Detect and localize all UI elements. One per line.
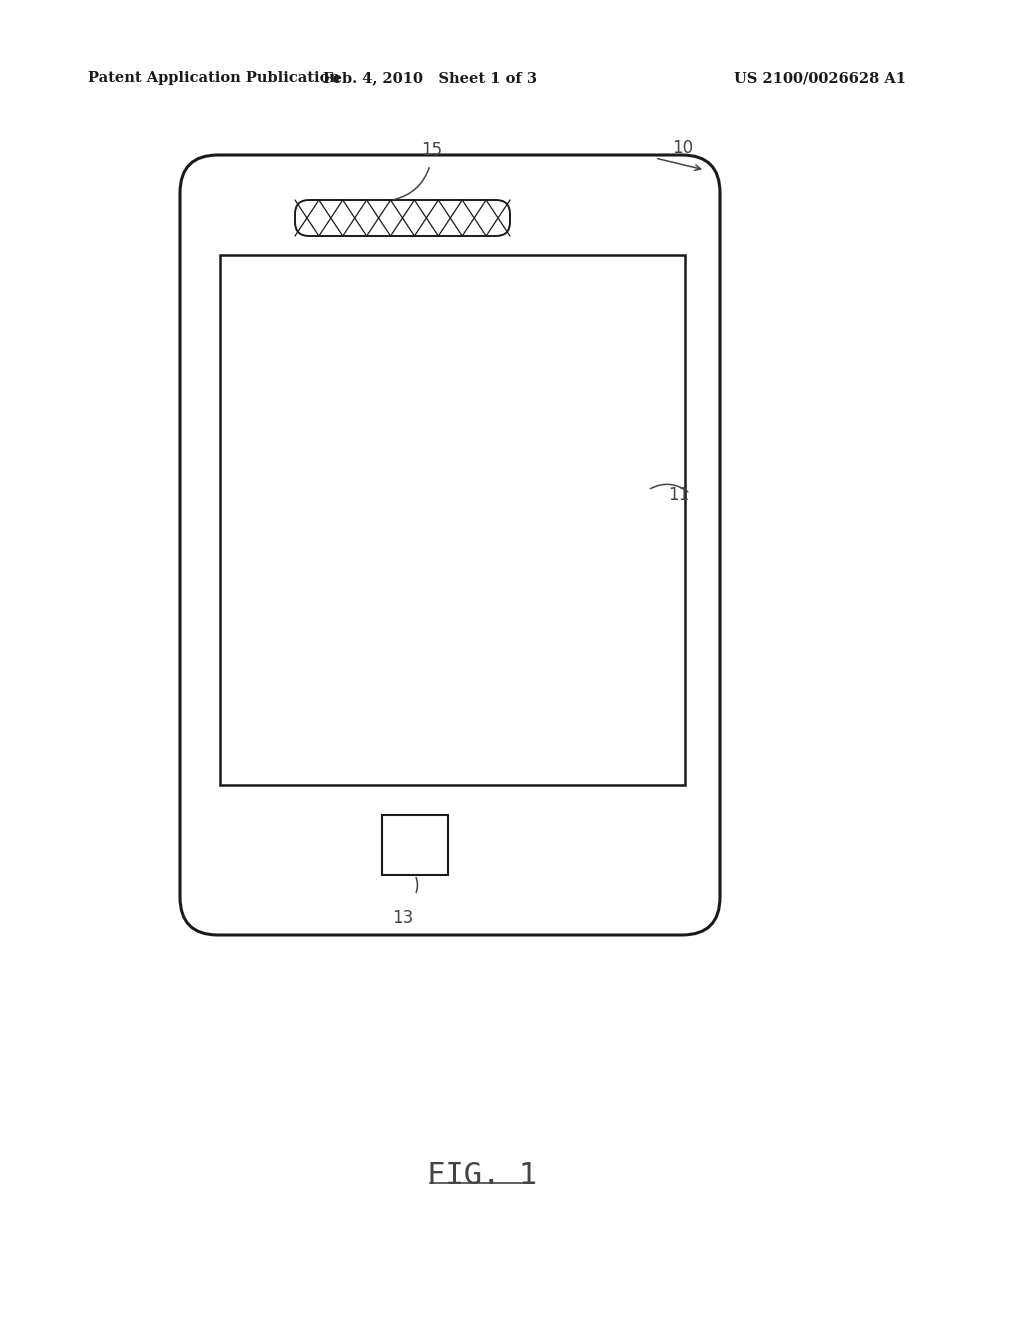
Bar bbox=[382, 814, 449, 875]
FancyBboxPatch shape bbox=[295, 201, 510, 236]
Text: FIG. 1: FIG. 1 bbox=[427, 1160, 538, 1189]
Text: 10: 10 bbox=[672, 139, 693, 157]
Text: 13: 13 bbox=[392, 909, 414, 927]
FancyBboxPatch shape bbox=[180, 154, 720, 935]
Text: Feb. 4, 2010   Sheet 1 of 3: Feb. 4, 2010 Sheet 1 of 3 bbox=[323, 71, 537, 84]
Bar bbox=[220, 255, 685, 785]
Text: US 2100/0026628 A1: US 2100/0026628 A1 bbox=[734, 71, 906, 84]
Text: Patent Application Publication: Patent Application Publication bbox=[88, 71, 340, 84]
Text: 15: 15 bbox=[422, 141, 442, 158]
Text: 11: 11 bbox=[668, 486, 689, 504]
